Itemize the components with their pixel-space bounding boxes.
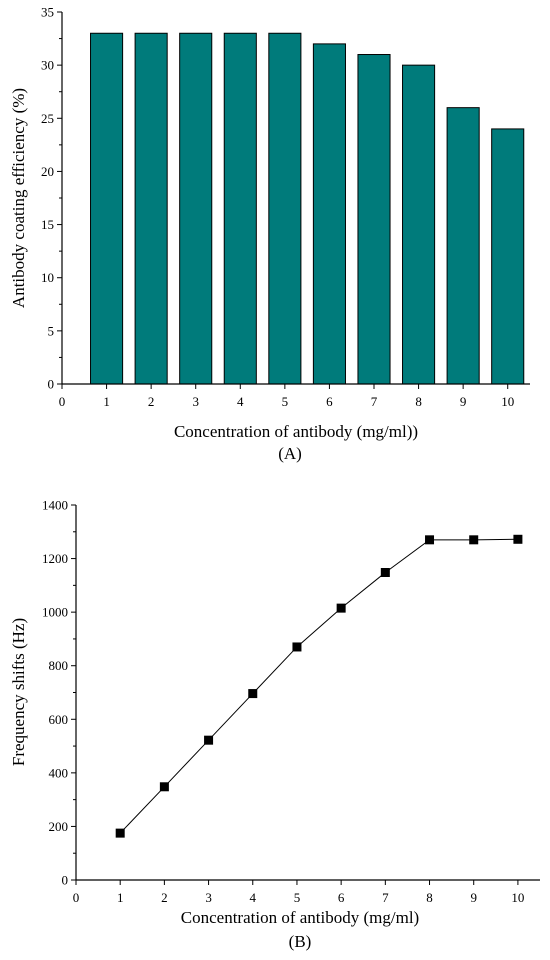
panel-b-point-8 xyxy=(425,535,435,545)
panel-a-y-tick-label: 10 xyxy=(41,270,54,285)
panel-a-y-tick-label: 30 xyxy=(41,58,54,73)
panel-b-point-1 xyxy=(115,828,125,838)
panel-a-bar-5 xyxy=(268,32,302,385)
panel-a-y-tick-label: 5 xyxy=(48,323,55,338)
panel-b-y-tick-label: 1400 xyxy=(42,498,68,513)
panel-b-x-tick-label: 0 xyxy=(73,890,80,905)
panel-a-y-axis-label: Antibody coating efficiency (%) xyxy=(9,88,28,308)
panel-a-bar-4 xyxy=(223,32,257,385)
panel-b-line-chart: 0 200 400 600 800 1000 1200 1400 0 1 2 3 4 5 6 7 8 9 10 Fr… xyxy=(9,498,540,951)
panel-b-x-tick-label: 9 xyxy=(470,890,477,905)
panel-a-x-tick-label: 9 xyxy=(460,394,467,409)
panel-a-bar-1 xyxy=(90,32,124,385)
panel-b-ticks: 0 200 400 600 800 1000 1200 1400 0 1 2 3 4 5 6 7 8 9 10 xyxy=(42,498,524,906)
panel-b-x-tick-label: 4 xyxy=(250,890,257,905)
panel-a-x-tick-label: 7 xyxy=(371,394,378,409)
panel-b-x-tick-label: 2 xyxy=(161,890,168,905)
panel-a-x-tick-label: 0 xyxy=(59,394,66,409)
panel-b-point-4 xyxy=(248,689,258,699)
panel-b-points xyxy=(115,534,523,838)
panel-b-point-5 xyxy=(292,642,302,652)
panel-b-point-7 xyxy=(380,568,390,577)
panel-b-point-10 xyxy=(513,534,523,544)
panel-b-y-tick-label: 1000 xyxy=(42,605,68,620)
panel-a-x-tick-label: 10 xyxy=(501,394,514,409)
panel-a-bar-9 xyxy=(446,107,480,385)
panel-b-x-tick-label: 5 xyxy=(294,890,301,905)
panel-a-y-tick-label: 0 xyxy=(48,377,55,392)
panel-b-y-tick-label: 800 xyxy=(49,658,69,673)
panel-b-x-tick-label: 6 xyxy=(338,890,345,905)
panel-a-bar-7 xyxy=(357,54,391,385)
panel-a-x-tick-label: 1 xyxy=(103,394,110,409)
panel-a-y-tick-label: 35 xyxy=(41,5,54,20)
panel-b-y-tick-label: 400 xyxy=(49,765,69,780)
panel-a-x-tick-label: 6 xyxy=(326,394,333,409)
panel-a-bar-chart: 0 5 10 15 20 25 30 35 0 1 2 3 4 5 6 7 8 9 10 Antibody coat… xyxy=(9,5,530,463)
panel-a-y-tick-label: 25 xyxy=(41,111,54,126)
panel-b-y-tick-label: 200 xyxy=(49,819,69,834)
panel-a-bars xyxy=(90,32,525,385)
panel-b-point-9 xyxy=(469,535,479,545)
panel-b-x-axis-label: Concentration of antibody (mg/ml) xyxy=(181,908,419,927)
panel-b-point-6 xyxy=(336,603,346,613)
panel-b-x-tick-label: 7 xyxy=(382,890,389,905)
panel-a-caption: (A) xyxy=(278,444,302,463)
panel-a-x-tick-label: 2 xyxy=(148,394,155,409)
panel-a-x-axis-label: Concentration of antibody (mg/ml)) xyxy=(174,422,418,441)
panel-a-x-tick-label: 4 xyxy=(237,394,244,409)
panel-a-ticks: 0 5 10 15 20 25 30 35 0 1 2 3 4 5 6 7 8 9 10 xyxy=(41,5,514,410)
panel-a-x-tick-label: 8 xyxy=(415,394,422,409)
panel-b-x-tick-label: 10 xyxy=(511,890,524,905)
panel-b-y-axis-label: Frequency shifts (Hz) xyxy=(9,618,28,766)
panel-b-series-line xyxy=(119,538,518,834)
panel-a-x-tick-label: 5 xyxy=(282,394,289,409)
panel-b-x-tick-label: 1 xyxy=(117,890,124,905)
panel-a-bar-3 xyxy=(179,32,213,385)
panel-a-bar-10 xyxy=(491,128,525,385)
panel-a-bar-6 xyxy=(312,43,346,385)
panel-b-x-tick-label: 8 xyxy=(426,890,433,905)
panel-a-bar-8 xyxy=(402,64,436,385)
panel-b-x-tick-label: 3 xyxy=(205,890,212,905)
panel-b-point-2 xyxy=(159,782,169,792)
panel-a-y-tick-label: 20 xyxy=(41,164,54,179)
panel-a-x-tick-label: 3 xyxy=(192,394,199,409)
panel-b-y-tick-label: 1200 xyxy=(42,551,68,566)
panel-b-point-3 xyxy=(204,735,214,745)
panel-b-y-tick-label: 0 xyxy=(62,873,69,888)
panel-a-bar-2 xyxy=(134,32,168,385)
panel-b-caption: (B) xyxy=(289,932,312,951)
panel-a-y-tick-label: 15 xyxy=(41,217,54,232)
panel-b-y-tick-label: 600 xyxy=(49,712,69,727)
